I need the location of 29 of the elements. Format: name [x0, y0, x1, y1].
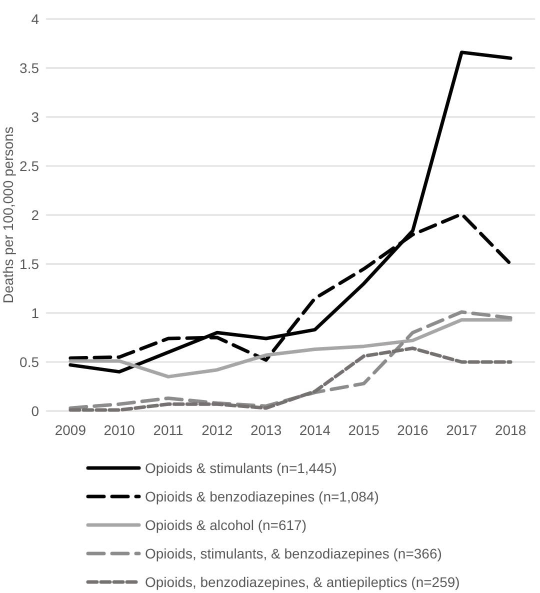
y-tick-label: 4: [31, 10, 40, 27]
line-series: [68, 346, 512, 412]
y-tick-label: 3: [31, 108, 40, 125]
y-axis-title: Deaths per 100,000 persons: [0, 126, 16, 304]
y-tick-label: 2.5: [20, 158, 40, 174]
x-tick-label: 2014: [299, 422, 331, 438]
line-series: [68, 318, 512, 378]
x-tick-label: 2013: [250, 422, 282, 438]
y-tick-label: 0.5: [20, 354, 40, 370]
line-series: [68, 50, 512, 374]
y-tick-label: 3.5: [20, 60, 40, 76]
x-tick-label: 2015: [348, 422, 380, 438]
x-tick-label: 2010: [104, 422, 136, 438]
x-tick-label: 2016: [397, 422, 429, 438]
x-tick-label: 2018: [494, 422, 526, 438]
y-tick-label: 1.5: [20, 256, 40, 272]
legend-label: Opioids, benzodiazepines, & antiepileptics (n=259): [145, 574, 460, 590]
legend-label: Opioids & benzodiazepines (n=1,084): [145, 488, 379, 504]
x-tick-label: 2017: [446, 422, 478, 438]
x-tick-label: 2011: [153, 422, 184, 438]
legend-label: Opioids, stimulants, & benzodiazepines (n=366): [145, 545, 442, 562]
y-tick-label: 1: [31, 304, 40, 321]
x-tick-label: 2009: [54, 422, 86, 438]
line-series: [68, 310, 512, 410]
legend-label: Opioids & stimulants (n=1,445): [145, 460, 337, 476]
y-tick-label: 2: [31, 206, 40, 223]
y-tick-label: 0: [31, 402, 40, 419]
legend-label: Opioids & alcohol (n=617): [145, 516, 306, 533]
x-tick-label: 2012: [202, 422, 233, 438]
